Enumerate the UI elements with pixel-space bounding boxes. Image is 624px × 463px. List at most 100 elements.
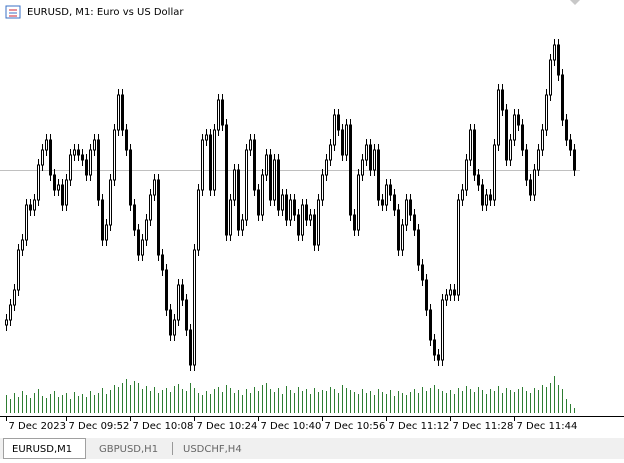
candle-body [77,149,80,156]
candle-body [69,154,72,181]
candle-body [265,154,268,176]
candle-body [457,199,460,296]
candle-body [297,214,300,236]
candle-body [353,214,356,231]
candle-body [413,214,416,231]
candle-body [489,194,492,201]
candle-body [505,109,508,161]
candle-body [333,114,336,146]
candle-body [409,199,412,216]
candle-body [329,144,332,161]
candle-body [289,199,292,221]
candle-body [245,149,248,221]
candle-body [33,199,36,211]
candle-body [133,204,136,231]
candle-body [493,144,496,201]
scroll-marker [570,0,580,5]
tab-label[interactable]: GBPUSD,H1 [99,444,158,455]
candle-body [129,149,132,206]
candle-body [13,289,16,306]
candle-body [401,224,404,251]
tab-label[interactable]: EURUSD,M1 [12,444,72,455]
candle-body [425,279,428,311]
candle-body [537,149,540,171]
candle-body [65,179,68,206]
x-tick-label: 7 Dec 11:44 [517,421,578,432]
candle-body [9,304,12,321]
chart-title: EURUSD, M1: Euro vs US Dollar [27,7,184,18]
candle-body [405,199,408,226]
candle-body [293,199,296,216]
candle-body [389,184,392,196]
candle-body [393,194,396,211]
candle-body [465,159,468,191]
candle-body [161,254,164,271]
candle-body [61,184,64,206]
candle-body [5,319,8,326]
candle-body [97,139,100,201]
candle-body [361,159,364,176]
candle-body [185,299,188,331]
candle-body [181,284,184,301]
candle-body [273,159,276,201]
candle-body [461,189,464,201]
candle-body [53,174,56,191]
candle-body [533,169,536,196]
candle-body [441,299,444,361]
candle-body [125,129,128,151]
candle-body [229,199,232,236]
candle-body [377,149,380,201]
candle-body [417,229,420,266]
candle-body [449,289,452,296]
candle-body [233,169,236,201]
x-tick-label: 7 Dec 10:24 [197,421,258,432]
candle-body [157,179,160,256]
candle-body [73,149,76,156]
candle-body [93,139,96,151]
candle-body [241,219,244,231]
candle-body [501,89,504,111]
candle-body [373,149,376,171]
candle-body [573,149,576,171]
candle-body [201,139,204,191]
candle-body [565,119,568,141]
candle-body [285,194,288,221]
candle-body [513,114,516,141]
candle-body [213,129,216,191]
candle-body [357,174,360,231]
candle-body [557,44,560,76]
candle-body [561,74,564,121]
candle-body [113,129,116,181]
candle-body [381,199,384,206]
candle-body [117,94,120,131]
candle-body [365,144,368,161]
candle-body [553,44,556,61]
candle-body [21,239,24,251]
candle-body [149,194,152,221]
candle-body [49,139,52,176]
tab-label[interactable]: USDCHF,H4 [183,444,242,455]
candle-body [433,339,436,356]
x-tick-label: 7 Dec 10:08 [133,421,194,432]
candle-body [469,129,472,161]
candle-body [481,184,484,206]
tab-bar [0,438,624,459]
window-icon [5,5,21,19]
x-tick-label: 7 Dec 2023 [9,421,67,432]
candle-body [341,129,344,156]
candle-body [165,269,168,311]
candle-body [541,129,544,151]
candle-body [237,169,240,231]
candle-body [337,114,340,131]
candle-body [529,179,532,196]
candle-body [57,184,60,191]
x-tick-label: 7 Dec 09:52 [69,421,130,432]
candle-body [517,114,520,126]
candle-body [325,159,328,176]
candle-body [349,124,352,216]
candle-body [437,354,440,361]
candle-body [369,144,372,171]
candle-body [81,154,84,161]
candle-body [221,99,224,126]
